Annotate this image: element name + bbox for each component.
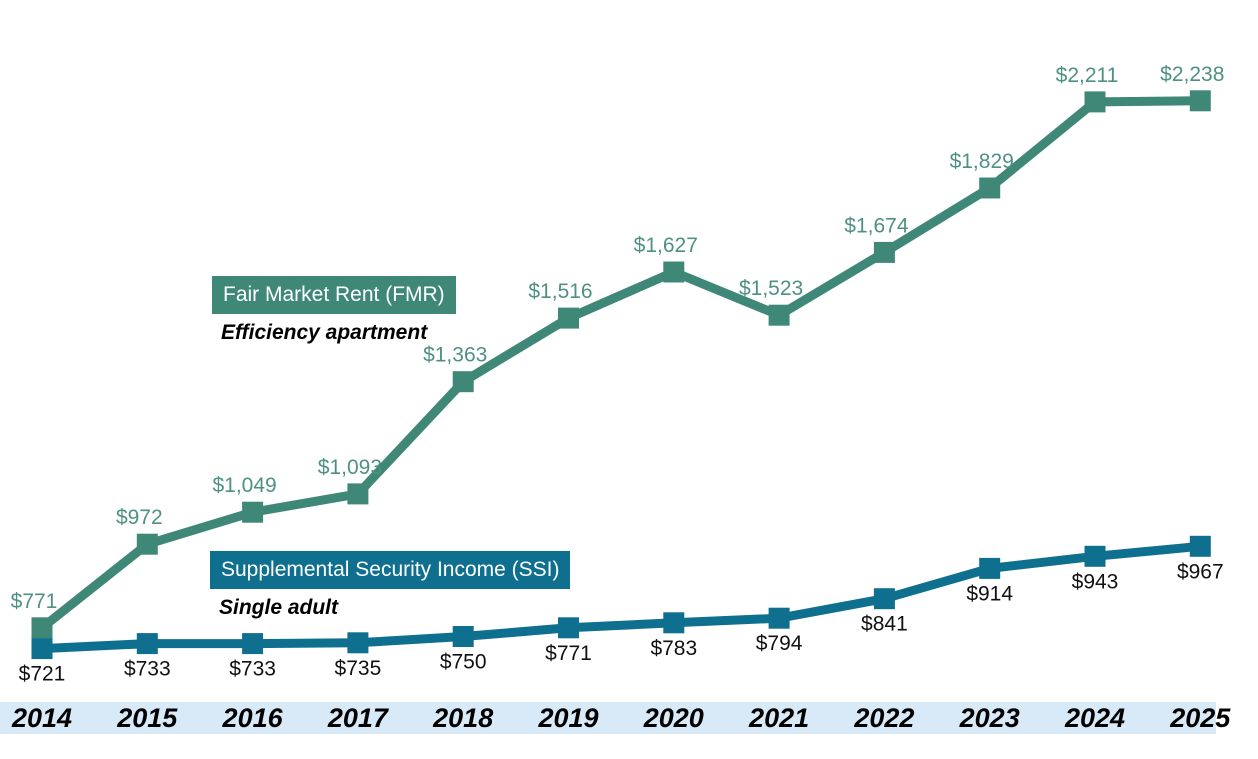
fmr-marker-2025: [1189, 90, 1211, 112]
ssi-legend-subtitle: Single adult: [219, 596, 339, 619]
x-axis-label-2022: 2022: [854, 703, 915, 733]
fmr-value-label-2024: $2,211: [1056, 64, 1119, 87]
x-axis-label-2018: 2018: [433, 703, 494, 733]
x-axis-label-2016: 2016: [222, 703, 283, 733]
ssi-marker-2015: [136, 633, 158, 655]
fmr-legend-box: Fair Market Rent (FMR): [212, 276, 456, 314]
fmr-marker-2021: [768, 304, 790, 326]
fmr-value-label-2016: $1,049: [212, 474, 276, 497]
ssi-marker-2017: [347, 632, 369, 654]
fmr-value-label-2017: $1,093: [318, 456, 382, 479]
x-axis-label-2021: 2021: [749, 703, 810, 733]
ssi-marker-2019: [558, 617, 579, 639]
ssi-legend-box: Supplemental Security Income (SSI): [210, 551, 571, 589]
fmr-value-label-2025: $2,238: [1160, 63, 1224, 86]
ssi-marker-2020: [663, 612, 685, 634]
fmr-legend: Fair Market Rent (FMR) Efficiency apartm…: [212, 276, 456, 345]
ssi-value-label-2025: $967: [1177, 560, 1224, 583]
x-axis-label-2015: 2015: [117, 703, 178, 733]
ssi-marker-2016: [242, 633, 264, 655]
fmr-value-label-2015: $972: [116, 506, 163, 529]
ssi-marker-2022: [873, 588, 895, 610]
fmr-value-label-2019: $1,516: [528, 280, 592, 303]
fmr-value-label-2023: $1,829: [950, 150, 1014, 173]
ssi-line: [41, 541, 1201, 654]
ssi-marker-2023: [979, 557, 1001, 579]
ssi-value-label-2015: $733: [124, 658, 171, 681]
ssi-value-label-2016: $733: [229, 658, 276, 681]
fmr-marker-2017: [347, 483, 369, 505]
ssi-value-label-2022: $841: [861, 613, 908, 636]
ssi-marker-2024: [1084, 545, 1106, 567]
ssi-value-label-2019: $771: [545, 642, 592, 665]
ssi-value-label-2021: $794: [756, 632, 803, 655]
ssi-marker-2014: [31, 638, 53, 660]
x-axis-label-2017: 2017: [327, 703, 388, 733]
x-axis-label-2014: 2014: [11, 703, 73, 733]
fmr-line: [39, 96, 1201, 632]
fmr-value-label-2020: $1,627: [634, 234, 698, 257]
fmr-marker-2020: [663, 261, 685, 283]
fmr-marker-2024: [1084, 91, 1106, 113]
ssi-value-label-2018: $750: [440, 651, 487, 674]
fmr-value-label-2018: $1,363: [423, 344, 487, 367]
x-axis-label-2020: 2020: [643, 703, 704, 733]
ssi-marker-2025: [1189, 535, 1211, 557]
ssi-value-label-2024: $943: [1072, 570, 1119, 593]
fmr-value-label-2014: $771: [11, 590, 58, 613]
fmr-marker-2016: [242, 501, 264, 523]
fmr-marker-2018: [452, 371, 474, 393]
ssi-marker-2021: [768, 607, 790, 629]
ssi-legend: Supplemental Security Income (SSI) Singl…: [210, 551, 571, 620]
ssi-value-label-2017: $735: [335, 657, 382, 680]
fmr-marker-2015: [136, 533, 158, 555]
ssi-marker-2018: [452, 626, 474, 647]
fmr-value-label-2022: $1,674: [844, 214, 909, 237]
x-axis-label-2019: 2019: [538, 703, 599, 733]
fmr-marker-2019: [558, 307, 579, 329]
x-axis-label-2024: 2024: [1064, 703, 1126, 733]
x-axis-band: 2014 2015 2016 2017 2018 2019 2020 2021 2022 2023…: [0, 702, 1230, 734]
fmr-legend-subtitle: Efficiency apartment: [221, 321, 428, 344]
ssi-value-label-2023: $914: [966, 582, 1013, 605]
fmr-marker-2023: [979, 177, 1001, 199]
fmr-value-label-2021: $1,523: [739, 277, 803, 300]
fmr-marker-2014: [31, 617, 53, 639]
x-axis-label-2023: 2023: [959, 703, 1020, 733]
fmr-marker-2022: [873, 241, 895, 263]
x-axis-label-2025: 2025: [1170, 703, 1231, 733]
ssi-value-label-2020: $783: [650, 637, 697, 660]
ssi-value-label-2014: $721: [19, 663, 66, 686]
